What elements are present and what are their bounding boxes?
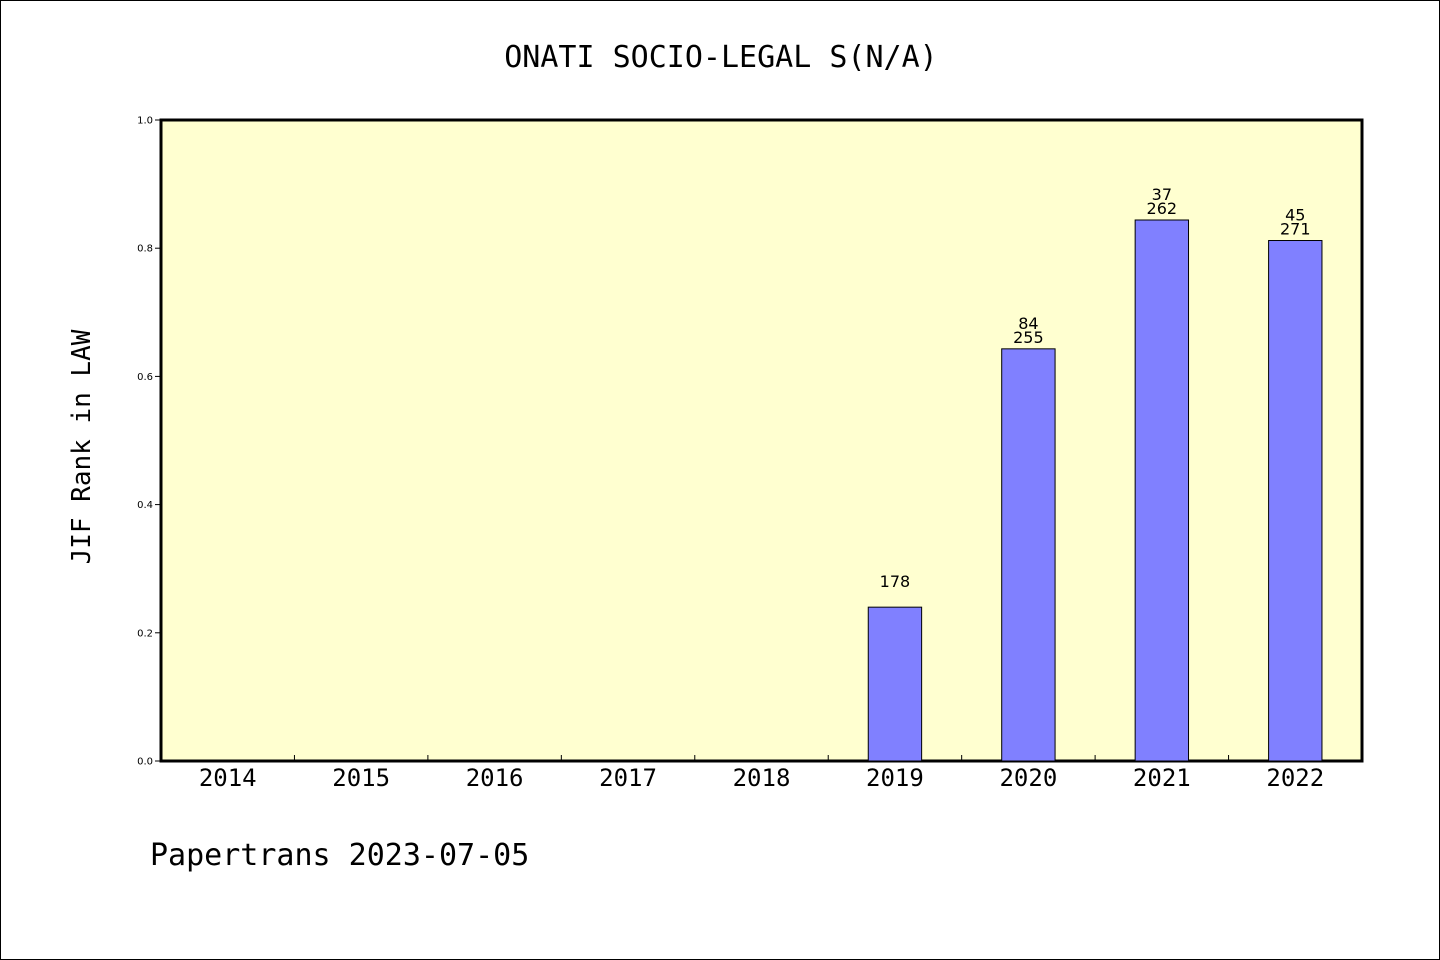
y-axis-ticks: 0.0 0.2 0.4 0.6 0.8 1.0 bbox=[137, 116, 161, 768]
bar-total-label: 271 bbox=[1280, 220, 1311, 239]
bar-2019 bbox=[867, 606, 923, 762]
footer-credit: Papertrans 2023-07-05 bbox=[150, 838, 529, 873]
bars bbox=[867, 219, 1323, 762]
x-tick-label: 2018 bbox=[733, 764, 791, 792]
x-tick-label: 2022 bbox=[1266, 764, 1324, 792]
x-tick-label: 2019 bbox=[866, 764, 924, 792]
y-tick-label: 0.6 bbox=[137, 372, 153, 383]
y-tick-label: 0.0 bbox=[137, 757, 153, 768]
y-tick-label: 1.0 bbox=[137, 116, 153, 127]
y-tick-label: 0.4 bbox=[137, 500, 153, 511]
bar-rank-label: 37 bbox=[1152, 185, 1172, 204]
x-tick-label: 2015 bbox=[332, 764, 390, 792]
bar-total-label: 262 bbox=[1147, 199, 1178, 218]
y-tick-label: 0.2 bbox=[137, 628, 153, 639]
bar-2021 bbox=[1134, 219, 1190, 762]
chart-title: ONATI SOCIO-LEGAL S(N/A) bbox=[504, 40, 937, 75]
bar-2022 bbox=[1268, 240, 1323, 762]
bar-rank-label: 45 bbox=[1285, 206, 1305, 225]
bar-rank-label: 84 bbox=[1018, 314, 1038, 333]
y-tick-label: 0.8 bbox=[137, 244, 153, 255]
x-tick-label: 2020 bbox=[999, 764, 1057, 792]
x-tick-label: 2021 bbox=[1133, 764, 1191, 792]
y-axis-label: JIF Rank in LAW bbox=[67, 329, 97, 564]
bar-total-label: 178 bbox=[880, 572, 911, 591]
x-tick-label: 2014 bbox=[199, 764, 257, 792]
x-tick-label: 2016 bbox=[466, 764, 524, 792]
x-tick-label: 2017 bbox=[599, 764, 657, 792]
x-axis-ticks: 2014 2015 2016 2017 2018 2019 2020 2021 2022 bbox=[199, 755, 1324, 792]
bar-total-label: 255 bbox=[1013, 328, 1044, 347]
bar-2020 bbox=[1001, 348, 1056, 762]
